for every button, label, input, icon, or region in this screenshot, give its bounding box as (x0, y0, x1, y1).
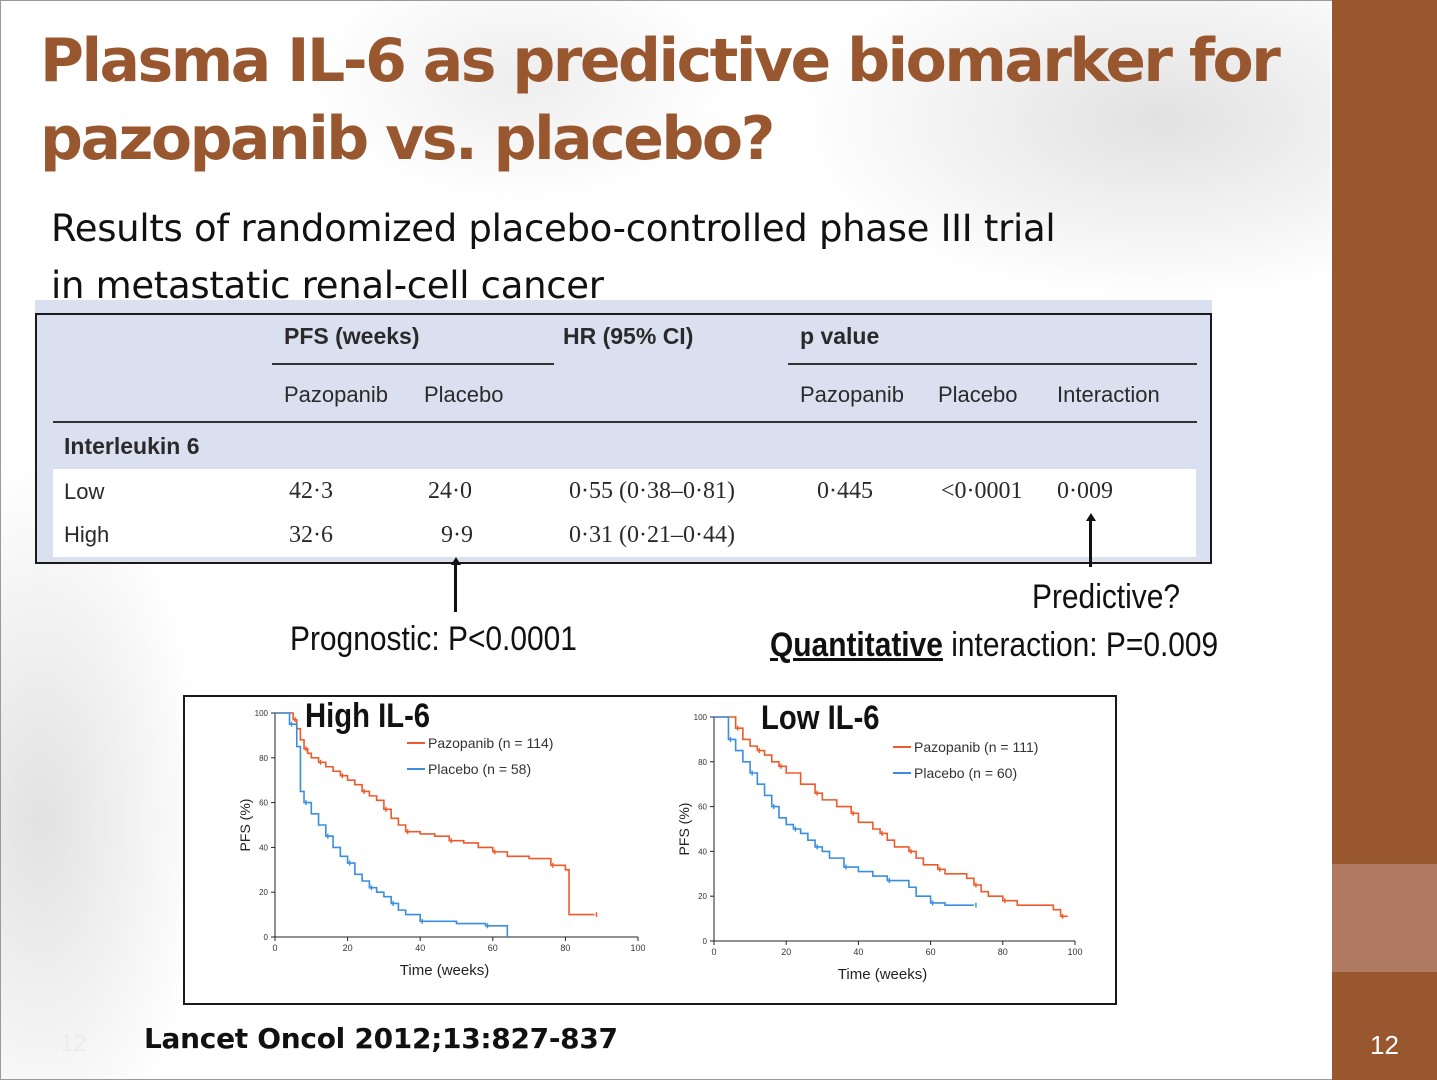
km-plot-high-il6: 0 20 40 60 80 100 0 20 40 60 80 100 Time (weeks) PFS … (237, 709, 645, 979)
row-low-p-interaction: 0·009 (1057, 478, 1113, 504)
table-row-high-bg (53, 513, 1196, 557)
row-high-hr: 0·31 (0·21–0·44) (569, 522, 735, 548)
x-tick-label: 40 (415, 943, 425, 953)
accent-sidebar-highlight (1332, 864, 1437, 972)
y-tick-label: 60 (698, 803, 707, 812)
table-top-band (35, 300, 1212, 314)
pfs-header-rule (272, 363, 554, 365)
km-curve-placebo (714, 716, 974, 906)
col-header-hr: HR (95% CI) (563, 323, 694, 349)
row-high-label: High (64, 522, 110, 547)
group-label-interleukin-6: Interleukin 6 (64, 433, 200, 459)
subheader-p-pazopanib: Pazopanib (800, 382, 904, 407)
prognostic-note: Prognostic: P<0.0001 (290, 620, 577, 658)
x-tick-label: 60 (926, 947, 936, 957)
row-high-pfs-pazopanib: 32·6 (289, 522, 333, 548)
legend-label: Pazopanib (n = 114) (428, 735, 553, 751)
row-low-pfs-pazopanib: 42·3 (289, 478, 333, 504)
slide-title: Plasma IL-6 as predictive biomarker for … (40, 26, 1281, 174)
table-row-low-bg (53, 469, 1196, 513)
col-header-pfs: PFS (weeks) (284, 323, 420, 349)
x-axis-label: Time (weeks) (838, 966, 927, 983)
slide-subtitle: Results of randomized placebo-controlled… (51, 200, 1201, 314)
y-tick-label: 40 (259, 843, 268, 852)
y-tick-label: 0 (703, 937, 708, 946)
x-tick-label: 0 (711, 947, 716, 957)
x-tick-label: 40 (853, 947, 863, 957)
predictive-arrow (1089, 520, 1092, 567)
x-tick-label: 20 (343, 943, 353, 953)
km-curve-pazopanib (714, 716, 1068, 918)
slide-number: 12 (1370, 1030, 1399, 1060)
slide-number-ghost: 12 (60, 1030, 87, 1057)
y-tick-label: 100 (255, 709, 269, 718)
y-tick-label: 60 (259, 799, 268, 808)
km-curve-pazopanib (275, 712, 595, 916)
subheader-pfs-pazopanib: Pazopanib (284, 382, 388, 407)
y-tick-label: 40 (698, 847, 707, 856)
y-tick-label: 20 (259, 888, 268, 897)
row-low-hr: 0·55 (0·38–0·81) (569, 478, 735, 504)
y-tick-label: 100 (694, 713, 708, 722)
row-low-pfs-placebo: 24·0 (428, 478, 472, 504)
predictive-arrow-head (1086, 513, 1096, 521)
km-curve-placebo (275, 712, 509, 937)
x-tick-label: 100 (630, 943, 645, 953)
y-axis-label: PFS (%) (237, 799, 253, 852)
y-tick-label: 0 (264, 933, 269, 942)
x-tick-label: 60 (488, 943, 498, 953)
subtitle-line-1: Results of randomized placebo-controlled… (51, 207, 1056, 250)
plot-title-low-il6: Low IL-6 (761, 699, 880, 737)
x-tick-label: 0 (272, 943, 277, 953)
x-tick-label: 100 (1067, 947, 1082, 957)
y-tick-label: 20 (698, 892, 707, 901)
km-plot-low-il6: 0 20 40 60 80 100 0 20 40 60 80 100 Time (weeks) PFS … (676, 713, 1083, 983)
citation: Lancet Oncol 2012;13:827-837 (144, 1022, 618, 1055)
x-tick-label: 80 (998, 947, 1008, 957)
y-tick-label: 80 (698, 758, 707, 767)
legend-label: Pazopanib (n = 111) (914, 739, 1038, 755)
subheader-p-interaction: Interaction (1057, 382, 1160, 407)
p-header-rule (788, 363, 1197, 365)
subheader-rule (53, 421, 1197, 423)
legend-label: Placebo (n = 58) (428, 761, 531, 777)
predictive-note: Predictive? (1032, 578, 1181, 616)
quantitative-emphasis: Quantitative (770, 626, 943, 664)
row-low-label: Low (64, 479, 105, 504)
y-axis-label: PFS (%) (676, 803, 692, 856)
plot-title-high-il6: High IL-6 (305, 697, 431, 735)
row-low-p-placebo: <0·0001 (941, 478, 1023, 504)
x-tick-label: 20 (781, 947, 791, 957)
subtitle-line-2: in metastatic renal-cell cancer (51, 264, 604, 307)
x-axis-label: Time (weeks) (400, 962, 489, 979)
y-tick-label: 80 (259, 754, 268, 763)
row-low-p-pazopanib: 0·445 (817, 478, 873, 504)
x-tick-label: 80 (560, 943, 570, 953)
subheader-pfs-placebo: Placebo (424, 382, 504, 407)
row-high-pfs-placebo: 9·9 (441, 522, 473, 548)
prognostic-arrow-head (451, 557, 461, 565)
prognostic-arrow (454, 564, 457, 612)
km-plots-frame: 0 20 40 60 80 100 0 20 40 60 80 100 Time (weeks) PFS … (183, 695, 1117, 1005)
subheader-p-placebo: Placebo (938, 382, 1018, 407)
legend-label: Placebo (n = 60) (914, 765, 1017, 781)
quantitative-interaction-note: Quantitative interaction: P=0.009 (770, 626, 1218, 665)
interaction-text: interaction: P=0.009 (942, 626, 1219, 664)
col-header-p: p value (800, 323, 880, 349)
